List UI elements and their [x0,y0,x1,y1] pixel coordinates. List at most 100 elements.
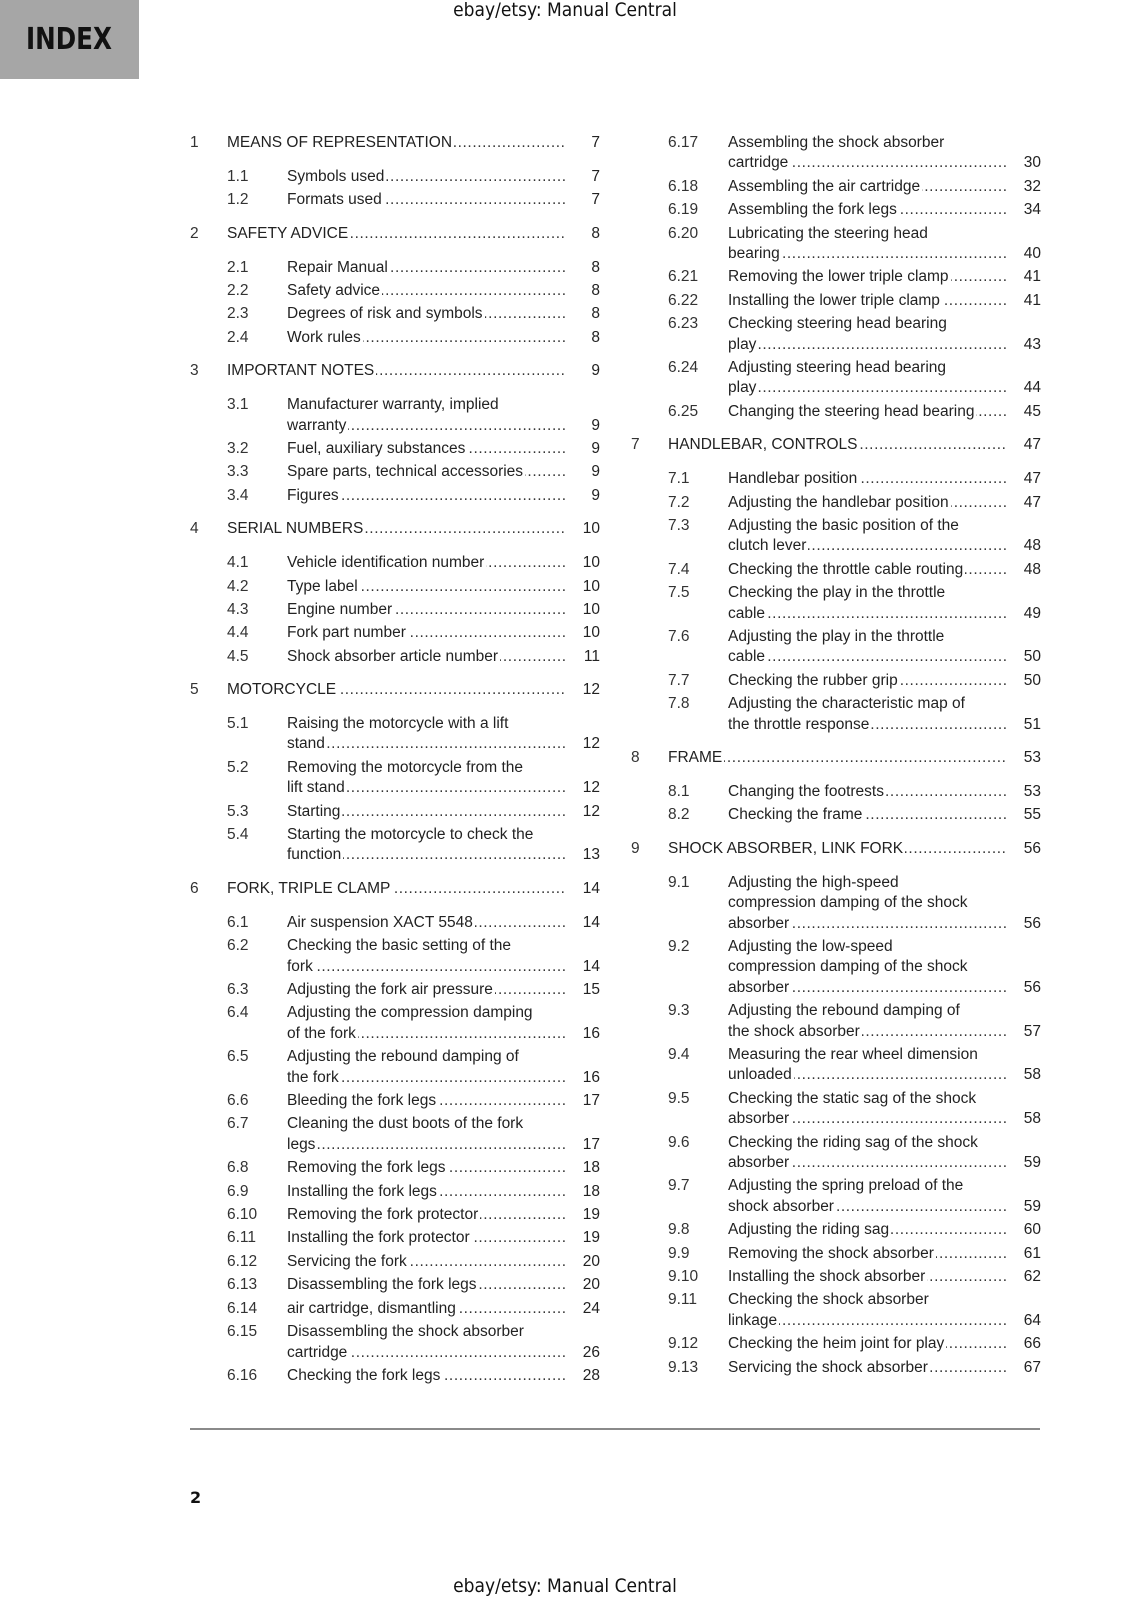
toc-section-entry[interactable]: 6.16 Checking the fork legs 28 [190,1365,600,1389]
entry-title-leader: Checking the riding sag of the shock abs… [728,1133,1007,1174]
toc-chapter-entry[interactable]: 3 IMPORTANT NOTES 9 [190,361,600,384]
toc-section-entry[interactable]: 9.8 Adjusting the riding sag 60 [631,1220,1041,1243]
toc-section-entry[interactable]: 2.2 Safety advice 8 [190,281,600,304]
toc-chapter-entry[interactable]: 7 HANDLEBAR, CONTROLS 47 [631,435,1041,458]
toc-section-entry[interactable]: 1.1 Symbols used 7 [190,166,600,190]
toc-section-entry[interactable]: 6.1 Air suspension XACT 5548 14 [190,912,600,936]
toc-section-entry[interactable]: 6.7 Cleaning the dust boots of the fork l… [190,1114,600,1158]
toc-chapter-entry[interactable]: 1 MEANS OF REPRESENTATION 7 [190,133,600,156]
toc-section-entry[interactable]: 7.4 Checking the throttle cable routing 48 [631,559,1041,583]
watermark-top: ebay/etsy: Manual Central [453,0,677,21]
toc-section-entry[interactable]: 6.10 Removing the fork protector 19 [190,1205,600,1228]
toc-section-entry[interactable]: 6.17 Assembling the shock absorber cartri… [631,133,1041,177]
entry-page: 24 [570,1298,600,1320]
toc-section-entry[interactable]: 6.14 air cartridge, dismantling 24 [190,1298,600,1322]
toc-section-entry[interactable]: 7.8 Adjusting the characteristic map of t… [631,694,1041,738]
toc-chapter-entry[interactable]: 9 SHOCK ABSORBER, LINK FORK 56 [631,838,1041,862]
entry-number: 9.11 [668,1291,698,1309]
toc-section-entry[interactable]: 6.15 Disassembling the shock absorber car… [190,1322,600,1366]
toc-section-entry[interactable]: 5.4 Starting the motorcycle to check the … [190,825,600,869]
toc-section-entry[interactable]: 9.7 Adjusting the spring preload of the s… [631,1176,1041,1220]
toc-section-entry[interactable]: 2.3 Degrees of risk and symbols 8 [190,304,600,327]
entry-page: 7 [570,166,600,188]
toc-section-entry[interactable]: 6.9 Installing the fork legs 18 [190,1181,600,1205]
toc-section-entry[interactable]: 9.11 Checking the shock absorber linkage 6… [631,1290,1041,1334]
toc-section-entry[interactable]: 6.2 Checking the basic setting of the for… [190,936,600,980]
toc-section-entry[interactable]: 7.2 Adjusting the handlebar position 47 [631,492,1041,516]
toc-section-entry[interactable]: 3.1 Manufacturer warranty, implied warran… [190,395,600,439]
toc-section-entry[interactable]: 6.11 Installing the fork protector 19 [190,1228,600,1251]
entry-title: Installing the lower triple clamp [728,291,942,309]
entry-title: Changing the steering head bearing [728,402,977,420]
toc-section-entry[interactable]: 7.6 Adjusting the play in the throttle ca… [631,627,1041,671]
toc-section-entry[interactable]: 6.22 Installing the lower triple clamp 41 [631,290,1041,314]
toc-section-entry[interactable]: 6.25 Changing the steering head bearing 45 [631,401,1041,425]
toc-section-entry[interactable]: 6.6 Bleeding the fork legs 17 [190,1091,600,1114]
entry-title: Safety advice [287,282,383,300]
toc-chapter-entry[interactable]: 6 FORK, TRIPLE CLAMP 14 [190,878,600,902]
toc-chapter-entry[interactable]: 5 MOTORCYCLE 12 [190,680,600,703]
entry-page: 10 [570,553,600,574]
entry-page: 56 [1011,913,1041,934]
toc-chapter-entry[interactable]: 4 SERIAL NUMBERS 10 [190,519,600,542]
toc-section-entry[interactable]: 9.5 Checking the static sag of the shock … [631,1089,1041,1133]
toc-section-entry[interactable]: 6.3 Adjusting the fork air pressure 15 [190,980,600,1003]
toc-chapter-entry[interactable]: 2 SAFETY ADVICE 8 [190,223,600,247]
toc-section-entry[interactable]: 8.2 Checking the frame 55 [631,805,1041,828]
toc-section-entry[interactable]: 9.13 Servicing the shock absorber 67 [631,1357,1041,1381]
toc-section-entry[interactable]: 6.13 Disassembling the fork legs 20 [190,1275,600,1298]
toc-section-entry[interactable]: 4.4 Fork part number 10 [190,623,600,646]
toc-section-entry[interactable]: 9.12 Checking the heim joint for play 66 [631,1334,1041,1357]
entry-title: Removing the fork protector [287,1206,481,1224]
toc-section-entry[interactable]: 6.24 Adjusting steering head bearing play… [631,358,1041,402]
toc-section-entry[interactable]: 9.10 Installing the shock absorber 62 [631,1267,1041,1290]
entry-title-leader: Removing the lower triple clamp [728,267,1007,288]
toc-section-entry[interactable]: 9.6 Checking the riding sag of the shock … [631,1133,1041,1177]
entry-title: Installing the fork protector [287,1229,472,1247]
toc-section-entry[interactable]: 6.8 Removing the fork legs 18 [190,1158,600,1181]
toc-section-entry[interactable]: 7.1 Handlebar position 47 [631,469,1041,492]
entry-number: 9.7 [668,1177,690,1195]
entry-number: 2.1 [227,258,249,276]
toc-section-entry[interactable]: 4.3 Engine number 10 [190,599,600,623]
entry-page: 11 [570,646,600,668]
toc-section-entry[interactable]: 6.5 Adjusting the rebound damping of the … [190,1047,600,1091]
toc-section-entry[interactable]: 9.2 Adjusting the low-speed compression d… [631,937,1041,1001]
toc-section-entry[interactable]: 1.2 Formats used 7 [190,190,600,213]
toc-section-entry[interactable]: 4.5 Shock absorber article number 11 [190,646,600,670]
toc-section-entry[interactable]: 6.4 Adjusting the compression damping of … [190,1003,600,1047]
toc-section-entry[interactable]: 8.1 Changing the footrests 53 [631,781,1041,805]
toc-chapter-entry[interactable]: 8 FRAME 53 [631,748,1041,771]
toc-section-entry[interactable]: 9.9 Removing the shock absorber 61 [631,1243,1041,1267]
toc-section-entry[interactable]: 9.4 Measuring the rear wheel dimension un… [631,1045,1041,1089]
entry-title: Air suspension XACT 5548 [287,913,475,931]
toc-section-entry[interactable]: 4.2 Type label 10 [190,576,600,600]
entry-number: 7 [631,436,640,454]
entry-title-leader: Type label [287,577,566,597]
toc-section-entry[interactable]: 7.3 Adjusting the basic position of the c… [631,516,1041,560]
toc-section-entry[interactable]: 9.1 Adjusting the high-speed compression … [631,873,1041,937]
toc-section-entry[interactable]: 7.5 Checking the play in the throttle cab… [631,583,1041,627]
toc-section-entry[interactable]: 3.4 Figures 9 [190,485,600,509]
toc-section-entry[interactable]: 5.1 Raising the motorcycle with a lift st… [190,714,600,758]
toc-section-entry[interactable]: 5.3 Starting 12 [190,801,600,825]
entry-number: 5 [190,681,199,699]
entry-title-leader: Adjusting the riding sag [728,1220,1007,1241]
toc-section-entry[interactable]: 2.1 Repair Manual 8 [190,257,600,281]
toc-section-entry[interactable]: 2.4 Work rules 8 [190,327,600,351]
toc-section-entry[interactable]: 3.3 Spare parts, technical accessories 9 [190,462,600,485]
toc-section-entry[interactable]: 6.12 Servicing the fork 20 [190,1251,600,1275]
toc-section-entry[interactable]: 5.2 Removing the motorcycle from the lift… [190,758,600,802]
toc-section-entry[interactable]: 6.18 Assembling the air cartridge 32 [631,176,1041,200]
toc-section-entry[interactable]: 6.23 Checking steering head bearing play 4… [631,314,1041,358]
toc-section-entry[interactable]: 6.20 Lubricating the steering head bearin… [631,224,1041,268]
toc-section-entry[interactable]: 3.2 Fuel, auxiliary substances 9 [190,438,600,462]
toc-section-entry[interactable]: 6.19 Assembling the fork legs 34 [631,200,1041,223]
toc-section-entry[interactable]: 4.1 Vehicle identification number 10 [190,553,600,576]
toc-section-entry[interactable]: 9.3 Adjusting the rebound damping of the … [631,1001,1041,1045]
entry-title: Starting [287,802,343,820]
entry-title-leader: SERIAL NUMBERS [227,519,566,540]
entry-page: 10 [570,599,600,621]
toc-section-entry[interactable]: 6.21 Removing the lower triple clamp 41 [631,267,1041,290]
toc-section-entry[interactable]: 7.7 Checking the rubber grip 50 [631,670,1041,694]
